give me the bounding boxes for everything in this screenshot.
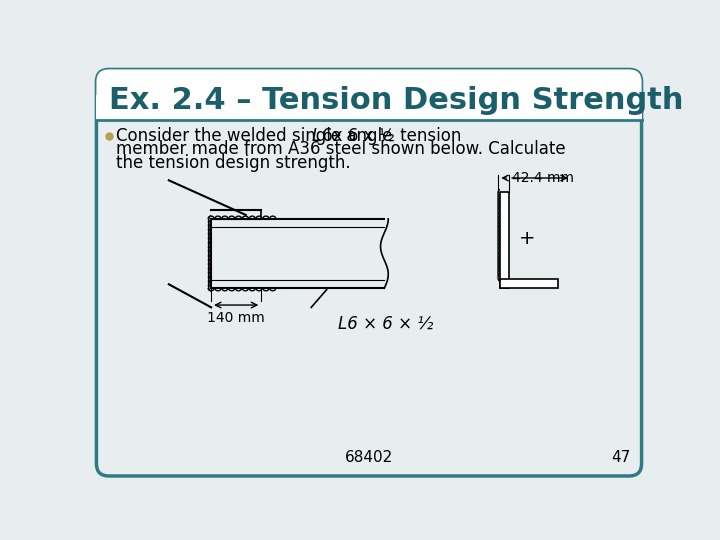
Text: L: L: [311, 127, 320, 145]
Bar: [96, 95, 642, 120]
Text: +: +: [518, 228, 535, 247]
Bar: [500, 192, 509, 288]
Text: Consider the welded single angle: Consider the welded single angle: [117, 127, 398, 145]
Bar: [500, 279, 558, 288]
Text: 140 mm: 140 mm: [207, 311, 265, 325]
FancyBboxPatch shape: [96, 70, 642, 476]
Text: the tension design strength.: the tension design strength.: [117, 154, 351, 172]
Text: Ex. 2.4 – Tension Design Strength: Ex. 2.4 – Tension Design Strength: [109, 86, 683, 114]
Text: 42.4 mm: 42.4 mm: [512, 171, 575, 185]
Text: L6 × 6 × ½: L6 × 6 × ½: [338, 315, 433, 333]
Text: member made from A36 steel shown below. Calculate: member made from A36 steel shown below. …: [117, 140, 566, 159]
Text: 68402: 68402: [345, 450, 393, 465]
Text: 6x 6 x ½ tension: 6x 6 x ½ tension: [318, 127, 462, 145]
FancyBboxPatch shape: [96, 70, 642, 120]
Text: 47: 47: [611, 450, 631, 465]
